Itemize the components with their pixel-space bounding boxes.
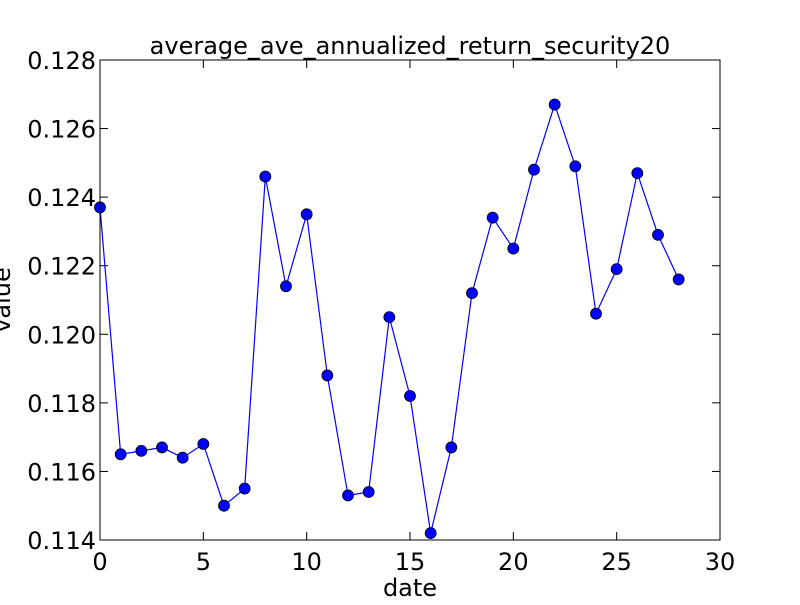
y-tick-label: 0.116	[27, 458, 96, 486]
y-tick-label: 0.114	[27, 527, 96, 555]
data-point	[176, 451, 189, 464]
data-point	[528, 163, 540, 176]
data-point	[135, 444, 148, 457]
data-point	[610, 263, 623, 276]
data-point	[300, 208, 313, 221]
data-point	[218, 499, 230, 512]
axes-layer: 0 5 10 15 20 25 30 0.114 0.116 0.118 0.120 0.122 0.1…	[27, 47, 735, 576]
x-tick-label: 25	[601, 548, 632, 576]
data-point	[548, 98, 561, 111]
data-point	[259, 170, 272, 183]
chart-title: average_ave_annualized_return_security20	[150, 32, 671, 60]
data-point	[672, 273, 685, 286]
data-point	[652, 228, 664, 241]
data-point	[197, 438, 210, 450]
y-tick-label: 0.124	[27, 184, 96, 212]
y-tick-label: 0.120	[27, 321, 96, 349]
x-axis-label: date	[383, 574, 437, 600]
data-point	[631, 167, 644, 180]
data-point	[507, 242, 520, 255]
x-tick-label: 10	[291, 548, 322, 576]
data-point	[569, 160, 582, 173]
data-point	[424, 527, 437, 540]
data-point	[238, 482, 251, 495]
x-tick-label: 0	[92, 548, 107, 576]
data-point	[445, 441, 458, 454]
data-point	[280, 280, 292, 293]
data-point	[362, 486, 375, 498]
data-point	[342, 489, 354, 502]
x-tick-label: 20	[498, 548, 529, 576]
data-point	[466, 287, 478, 300]
data-point	[404, 390, 416, 402]
y-tick-label: 0.128	[27, 47, 96, 75]
x-tick-label: 30	[705, 548, 736, 576]
data-point	[321, 369, 334, 382]
x-tick-label: 5	[196, 548, 211, 576]
data-point	[383, 311, 396, 324]
y-tick-label: 0.126	[27, 116, 96, 144]
plot-layer	[94, 98, 685, 540]
y-axis-label: value	[0, 267, 16, 333]
data-point	[156, 441, 168, 454]
data-point	[590, 307, 602, 320]
plot-frame	[99, 59, 721, 541]
data-point	[486, 211, 499, 224]
x-tick-label: 15	[395, 548, 426, 576]
y-tick-label: 0.118	[27, 390, 96, 418]
data-point	[114, 448, 127, 461]
y-tick-label: 0.122	[27, 253, 96, 281]
